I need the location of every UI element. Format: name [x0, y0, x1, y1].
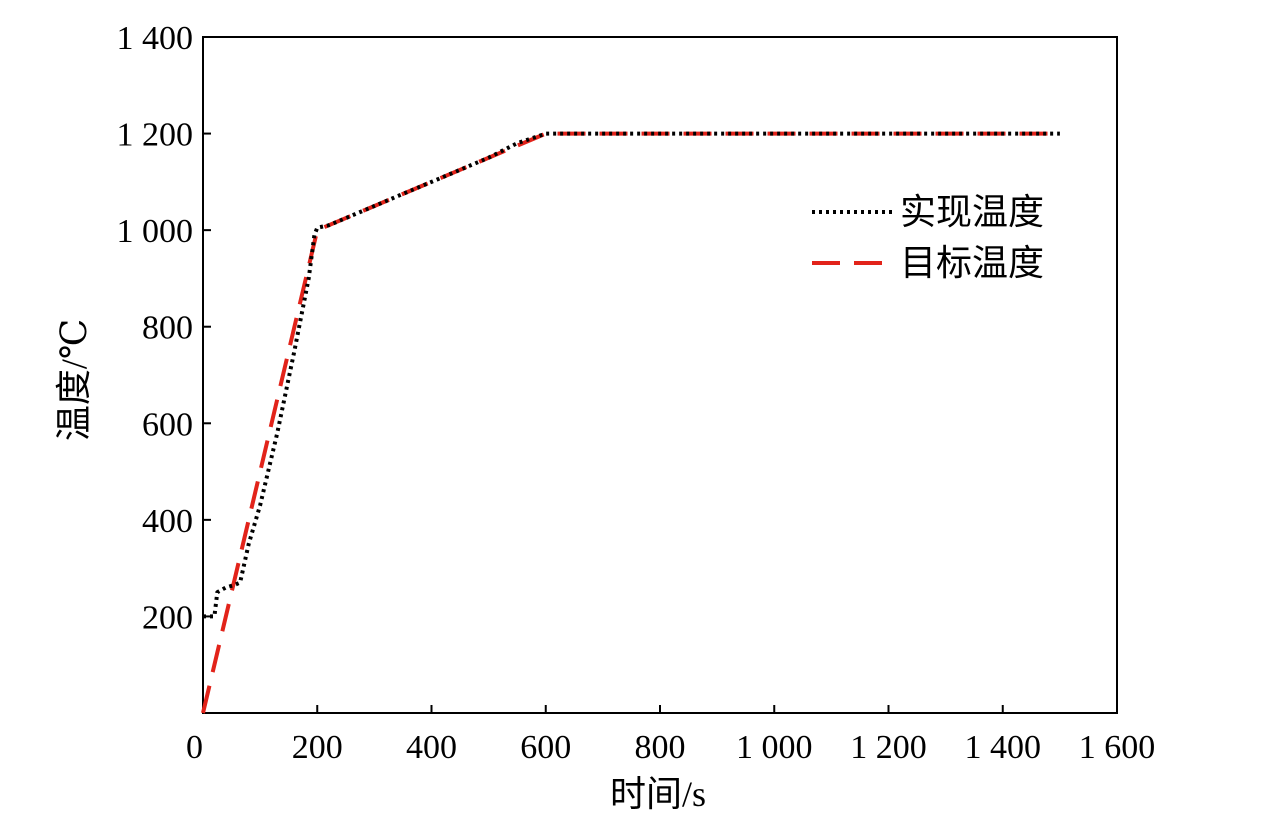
legend-text-actual: 实现温度: [900, 192, 1044, 232]
x-tick-label: 1 000: [736, 729, 813, 766]
x-tick-label: 0: [186, 729, 203, 766]
y-tick-label: 400: [142, 503, 193, 540]
x-axis-label: 时间/s: [610, 774, 706, 814]
series-line-actual: [203, 131, 1060, 619]
x-tick-label: 400: [406, 729, 457, 766]
x-tick-label: 200: [292, 729, 343, 766]
x-tick-label: 800: [635, 729, 686, 766]
legend-text-target: 目标温度: [900, 243, 1044, 283]
x-tick-label: 1 600: [1079, 729, 1156, 766]
y-tick-label: 200: [142, 599, 193, 636]
plot-frame: [202, 36, 1118, 714]
x-tick-label: 1 400: [965, 729, 1042, 766]
y-tick-label: 800: [142, 310, 193, 347]
series-layer: [201, 131, 1060, 714]
y-tick-label: 1 400: [117, 20, 194, 57]
x-tick-label: 600: [520, 729, 571, 766]
legend: 实现温度 目标温度: [812, 192, 1044, 283]
y-tick-label: 600: [142, 406, 193, 443]
x-tick-label: 1 200: [850, 729, 927, 766]
y-tick-label: 1 000: [117, 213, 194, 250]
x-axis-ticks: 0 200 400 600 800 1 000 1 200 1 400 1 600: [186, 705, 1155, 766]
y-tick-label: 1 200: [117, 117, 194, 154]
y-axis-ticks: 200 400 600 800 1 000 1 200 1 400: [117, 20, 211, 636]
y-axis-label: 温度/℃: [54, 319, 94, 441]
